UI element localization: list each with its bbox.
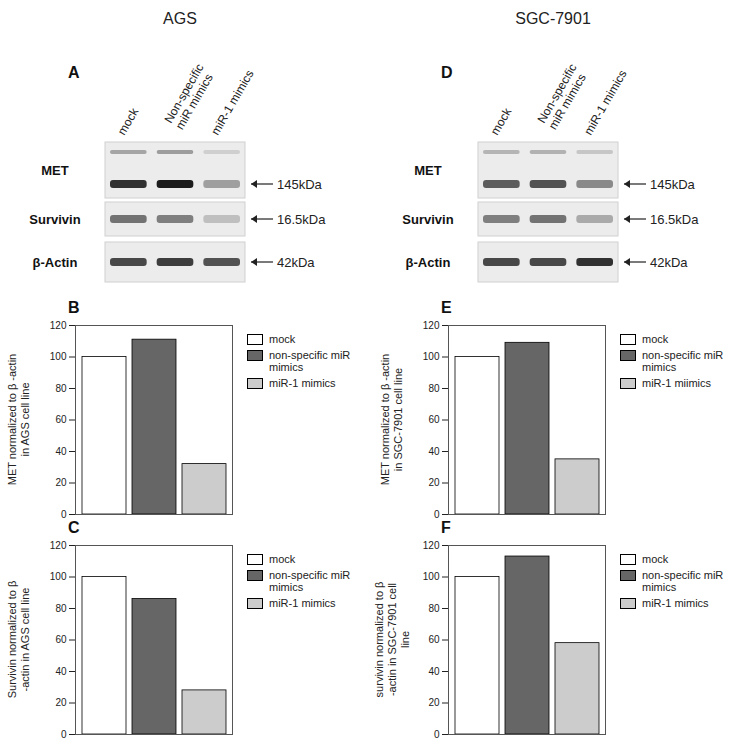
svg-text:β-Actin: β-Actin <box>406 255 451 270</box>
svg-text:miR-1 mimics: miR-1 mimics <box>208 68 256 138</box>
svg-text:Non-specificmiR mimics: Non-specificmiR mimics <box>534 61 590 132</box>
svg-text:120: 120 <box>50 540 67 551</box>
svg-text:MET normalized to β -actinin S: MET normalized to β -actinin SGC-7901 ce… <box>379 354 404 485</box>
svg-text:40: 40 <box>428 446 440 457</box>
svg-text:40: 40 <box>55 446 67 457</box>
html-text:miR-1 miimics: miR-1 miimics <box>642 377 711 389</box>
html-text:non-specific miR mimics: non-specific miR mimics <box>269 569 351 593</box>
svg-text:0: 0 <box>434 729 440 740</box>
svg-text:MET: MET <box>41 163 69 178</box>
html-text:non-specific miR mimics: non-specific miR mimics <box>642 349 724 373</box>
html-text:miR-1 mimics: miR-1 mimics <box>642 597 709 609</box>
svg-text:D: D <box>441 64 453 81</box>
html-text:miR-1 mimics: miR-1 mimics <box>269 377 336 389</box>
svg-text:MET: MET <box>414 163 442 178</box>
svg-text:60: 60 <box>428 634 440 645</box>
html-text:miR-1 mimics: miR-1 mimics <box>269 597 336 609</box>
svg-text:F: F <box>441 519 451 536</box>
html-text:mock: mock <box>269 553 296 565</box>
svg-text:80: 80 <box>428 603 440 614</box>
svg-text:40: 40 <box>428 666 440 677</box>
svg-text:20: 20 <box>428 477 440 488</box>
svg-text:0: 0 <box>61 509 67 520</box>
svg-text:Survivin normalized to β-actin: Survivin normalized to β-actin in AGS ce… <box>6 581 31 699</box>
svg-text:Survivin: Survivin <box>402 212 453 227</box>
svg-text:AGS: AGS <box>163 10 197 27</box>
svg-text:60: 60 <box>55 634 67 645</box>
html-text:non-specific miR mimics: non-specific miR mimics <box>269 349 351 373</box>
svg-text:C: C <box>68 519 80 536</box>
svg-text:60: 60 <box>55 414 67 425</box>
html-text:mock: mock <box>269 333 296 345</box>
svg-text:120: 120 <box>423 540 440 551</box>
svg-text:120: 120 <box>423 320 440 331</box>
html-text:mock: mock <box>642 553 669 565</box>
svg-text:100: 100 <box>423 571 440 582</box>
svg-text:80: 80 <box>55 603 67 614</box>
svg-text:mock: mock <box>115 105 142 138</box>
svg-text:B: B <box>68 299 80 316</box>
svg-text:A: A <box>68 64 80 81</box>
svg-text:20: 20 <box>55 477 67 488</box>
svg-text:100: 100 <box>423 351 440 362</box>
svg-text:20: 20 <box>55 697 67 708</box>
svg-text:100: 100 <box>50 351 67 362</box>
svg-text:Survivin: Survivin <box>29 212 80 227</box>
svg-text:80: 80 <box>55 383 67 394</box>
svg-text:survivin normalized to β-actin: survivin normalized to β-actin in SGC-79… <box>373 582 411 698</box>
svg-text:42kDa: 42kDa <box>277 255 315 270</box>
svg-text:16.5kDa: 16.5kDa <box>277 212 326 227</box>
svg-text:miR-1 mimics: miR-1 mimics <box>581 68 629 138</box>
html-text:mock: mock <box>642 333 669 345</box>
svg-text:MET normalized to β -actinin A: MET normalized to β -actinin AGS cell li… <box>6 354 31 485</box>
svg-text:145kDa: 145kDa <box>277 177 323 192</box>
svg-text:120: 120 <box>50 320 67 331</box>
svg-text:Non-specificmiR mimics: Non-specificmiR mimics <box>161 61 217 132</box>
svg-text:SGC-7901: SGC-7901 <box>515 10 591 27</box>
html-text:non-specific miR mimics: non-specific miR mimics <box>642 569 724 593</box>
svg-text:0: 0 <box>434 509 440 520</box>
svg-text:100: 100 <box>50 571 67 582</box>
svg-text:40: 40 <box>55 666 67 677</box>
svg-text:42kDa: 42kDa <box>650 255 688 270</box>
svg-text:E: E <box>441 299 452 316</box>
svg-text:16.5kDa: 16.5kDa <box>650 212 699 227</box>
svg-text:145kDa: 145kDa <box>650 177 696 192</box>
svg-text:mock: mock <box>488 105 515 138</box>
svg-text:60: 60 <box>428 414 440 425</box>
svg-text:0: 0 <box>61 729 67 740</box>
svg-text:80: 80 <box>428 383 440 394</box>
svg-text:β-Actin: β-Actin <box>33 255 78 270</box>
svg-text:20: 20 <box>428 697 440 708</box>
